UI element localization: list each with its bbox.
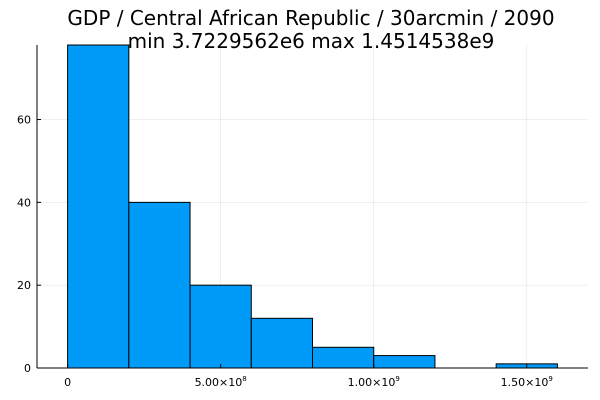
x-tick-label: 0 <box>64 376 71 389</box>
histogram-bar <box>373 355 436 369</box>
x-tick-label: 1.00×109 <box>348 375 400 389</box>
y-tick-label: 20 <box>17 279 31 292</box>
y-tick-label: 40 <box>17 196 31 209</box>
histogram-bar <box>312 346 375 369</box>
histogram-bar <box>128 201 191 369</box>
histogram-bar <box>250 317 313 369</box>
x-tick-labels: 0 5.00×108 1.00×109 1.50×109 <box>64 375 553 389</box>
chart-title: GDP / Central African Republic / 30arcmi… <box>67 6 554 30</box>
y-tick-labels: 0 20 40 60 <box>17 114 31 375</box>
x-tick-label: 1.50×109 <box>501 375 553 389</box>
x-tick-label: 5.00×108 <box>195 375 247 389</box>
axes <box>36 45 588 369</box>
y-tick-label: 0 <box>24 362 31 375</box>
histogram-bar <box>189 284 252 369</box>
y-tick-label: 60 <box>17 114 31 127</box>
chart-subtitle: min 3.7229562e6 max 1.4514538e9 <box>128 29 495 53</box>
histogram-bars <box>67 44 558 369</box>
histogram-bar <box>67 44 130 369</box>
